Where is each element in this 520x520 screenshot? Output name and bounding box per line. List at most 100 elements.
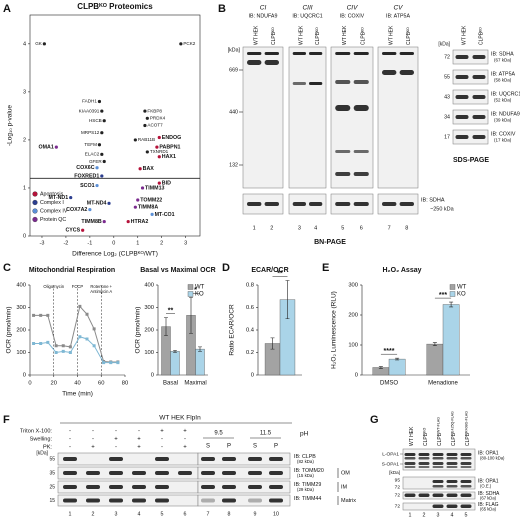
condition-sign: - [115, 445, 117, 451]
ib-size: (52 kDa) [494, 98, 512, 103]
y-tick-label: 0 [23, 233, 26, 239]
blot [197, 480, 291, 494]
lane-label-sup: KO [422, 428, 426, 433]
blot [452, 89, 489, 105]
lane-number: 3 [115, 511, 118, 517]
point [145, 150, 149, 154]
lane-number: 4 [314, 225, 317, 231]
point-label: OMA1 [39, 145, 54, 151]
y-tick-label: 100 [348, 343, 358, 349]
x-tick-label: -3 [40, 240, 45, 246]
y-tick-label: 200 [144, 328, 154, 334]
injection-label: Antimycin A [90, 289, 112, 294]
condition-sign: - [161, 445, 163, 451]
band [222, 498, 236, 503]
significance-label: *** [439, 292, 447, 299]
band [460, 462, 472, 465]
marker-label: 440 [229, 109, 238, 115]
kda-label: [kDa] [389, 470, 400, 475]
ib-label: IB: TOMM20 [294, 468, 324, 474]
lane-number: 10 [273, 511, 279, 517]
ib-label: IB: COXIV [491, 131, 516, 137]
injection-label: Oligomycin [43, 284, 64, 289]
ib-size: (82 kDa) [297, 459, 314, 464]
lane-number: 8 [405, 225, 408, 231]
blot [330, 193, 374, 215]
band [269, 485, 283, 489]
point [69, 195, 73, 200]
error-bar [270, 337, 275, 350]
band [353, 105, 369, 111]
band [86, 485, 100, 489]
band [247, 60, 262, 65]
point [92, 344, 96, 348]
lane-label: CLPBR408G-FLAG [464, 411, 471, 446]
point-label: ACOT7 [147, 123, 163, 128]
point [97, 99, 102, 104]
chart-title: ECAR/OCR [251, 267, 288, 274]
point-label: BAX [143, 166, 155, 172]
condition-sign: - [92, 429, 94, 435]
point [32, 313, 36, 317]
band [155, 457, 169, 461]
point [100, 109, 104, 113]
y-tick-label: 0.6 [246, 305, 254, 311]
lane-number: 9 [254, 511, 257, 517]
band [404, 453, 416, 456]
band [455, 95, 469, 99]
point [46, 340, 50, 344]
ib-label: IB: ATP5A [386, 13, 411, 19]
blot [197, 452, 291, 466]
lane-number: 1 [69, 511, 72, 517]
band [432, 493, 444, 497]
kda-label: [kDa] [228, 47, 241, 53]
point [95, 166, 99, 170]
ib-size: (29 kDa) [297, 487, 314, 492]
point [88, 207, 92, 212]
point [61, 349, 65, 353]
point [85, 312, 89, 316]
lane-label: CLPBWT-FLAG [436, 417, 443, 446]
point [157, 155, 161, 159]
band [382, 202, 397, 206]
lane-number: 5 [465, 512, 468, 518]
marker-label: 95 [395, 477, 401, 483]
ib-label: IB: OPA1 [478, 478, 499, 484]
point [109, 361, 113, 365]
blot [242, 193, 284, 215]
panel-letter: F [3, 414, 10, 426]
band [335, 80, 351, 84]
marker-label: 72 [444, 54, 450, 60]
lane-label-base: CLPB [437, 432, 443, 446]
band [132, 498, 146, 503]
y-axis-label: Ratio ECAR/OCR [229, 304, 236, 356]
marker-label: 132 [229, 162, 238, 168]
point-label: PABPN1 [159, 145, 180, 151]
ib-size: (67 kDa) [480, 496, 497, 501]
point [157, 181, 161, 185]
band [432, 457, 444, 460]
point [54, 351, 58, 354]
point [54, 145, 58, 149]
condition-sign: - [184, 437, 186, 443]
band [222, 471, 236, 475]
condition-sign: - [69, 429, 71, 435]
point [102, 119, 106, 123]
band [418, 493, 430, 497]
band [432, 504, 444, 508]
blot [452, 129, 489, 145]
blot [288, 193, 327, 215]
ib-size: (58 kDa) [494, 78, 512, 83]
blot [57, 494, 199, 507]
y-axis-label: H₂O₂ Luminescence (RLU) [331, 291, 338, 369]
band [418, 462, 430, 465]
x-tick-label: 2 [160, 240, 163, 246]
ph-value: 11.5 [260, 431, 272, 437]
ib-label: IB: UQCRC1 [292, 13, 322, 19]
marker-label: 17 [444, 134, 450, 140]
error-bar [395, 357, 400, 361]
point-label: MT-CO1 [155, 212, 175, 218]
legend-label: Complex IV [40, 208, 68, 214]
band [404, 457, 416, 460]
band [460, 504, 472, 508]
